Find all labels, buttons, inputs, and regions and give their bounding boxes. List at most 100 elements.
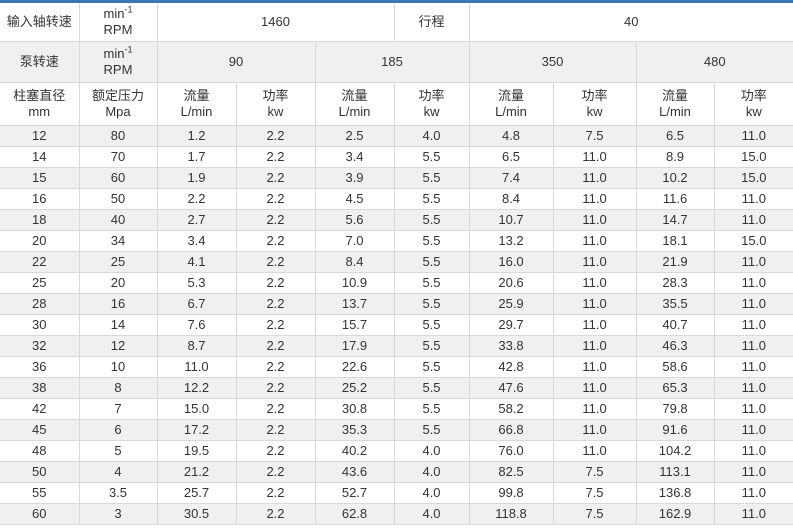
- header-power: 功率 kw: [393, 82, 470, 126]
- table-cell: 35.5: [635, 293, 715, 315]
- table-cell: 5.5: [393, 167, 470, 189]
- table-cell: 5.5: [393, 419, 470, 441]
- table-cell: 2.2: [235, 419, 316, 441]
- table-cell: 8.4: [314, 251, 395, 273]
- table-cell: 7.5: [552, 503, 637, 525]
- table-cell: 20: [78, 272, 158, 294]
- table-cell: 25: [78, 251, 158, 273]
- header-flow: 流量 L/min: [314, 82, 395, 126]
- table-cell: 11.0: [713, 398, 793, 420]
- table-cell: 11.0: [552, 377, 637, 399]
- table-cell: 25.2: [314, 377, 395, 399]
- header-flow: 流量 L/min: [156, 82, 237, 126]
- table-cell: 14: [0, 146, 80, 168]
- stroke-label: 行程: [393, 3, 470, 42]
- header-power: 功率 kw: [713, 82, 793, 126]
- table-cell: 30.8: [314, 398, 395, 420]
- pump-speed-label: 泵转速: [0, 41, 80, 83]
- table-cell: 7.5: [552, 482, 637, 504]
- table-cell: 48: [0, 440, 80, 462]
- table-cell: 40: [78, 209, 158, 231]
- table-cell: 3.4: [156, 230, 237, 252]
- table-body-rows: 12 80 1.2 2.2 2.5 4.0 4.8 7.5 6.5 11.0 14 70 1.7 2.2 3…: [0, 125, 793, 525]
- table-cell: 5.5: [393, 356, 470, 378]
- table-row: 36 10 11.0 2.2 22.6 5.5 42.8 11.0 58.6 11.0: [0, 356, 793, 378]
- table-cell: 15.7: [314, 314, 395, 336]
- table-cell: 2.2: [235, 461, 316, 483]
- table-cell: 16: [78, 293, 158, 315]
- table-cell: 4.0: [393, 503, 470, 525]
- unit-superscript: -1: [124, 4, 133, 15]
- table-cell: 2.2: [235, 188, 316, 210]
- pump-speed-value: 90: [156, 41, 316, 83]
- table-cell: 80: [78, 125, 158, 147]
- table-cell: 45: [0, 419, 80, 441]
- table-cell: 5.5: [393, 188, 470, 210]
- table-cell: 11.0: [552, 272, 637, 294]
- table-row: 32 12 8.7 2.2 17.9 5.5 33.8 11.0 46.3 11.0: [0, 335, 793, 357]
- table-cell: 1.2: [156, 125, 237, 147]
- table-cell: 3.9: [314, 167, 395, 189]
- table-cell: 2.2: [235, 230, 316, 252]
- table-cell: 5.5: [393, 398, 470, 420]
- table-cell: 11.0: [552, 230, 637, 252]
- pump-speed-value: 185: [314, 41, 470, 83]
- table-cell: 5.5: [393, 335, 470, 357]
- table-row: 14 70 1.7 2.2 3.4 5.5 6.5 11.0 8.9 15.0: [0, 146, 793, 168]
- table-cell: 4.8: [468, 125, 554, 147]
- table-row: 18 40 2.7 2.2 5.6 5.5 10.7 11.0 14.7 11.0: [0, 209, 793, 231]
- table-cell: 2.7: [156, 209, 237, 231]
- table-cell: 8: [78, 377, 158, 399]
- table-cell: 12: [0, 125, 80, 147]
- unit-line-2: RPM: [103, 62, 133, 77]
- table-cell: 11.0: [552, 146, 637, 168]
- table-cell: 11.0: [713, 461, 793, 483]
- table-cell: 40.2: [314, 440, 395, 462]
- table-cell: 11.0: [156, 356, 237, 378]
- table-cell: 17.2: [156, 419, 237, 441]
- table-cell: 10: [78, 356, 158, 378]
- table-cell: 11.0: [713, 209, 793, 231]
- table-cell: 79.8: [635, 398, 715, 420]
- table-cell: 55: [0, 482, 80, 504]
- table-cell: 11.0: [713, 503, 793, 525]
- table-cell: 42.8: [468, 356, 554, 378]
- table-cell: 11.0: [713, 419, 793, 441]
- table-cell: 7.5: [552, 461, 637, 483]
- table-cell: 17.9: [314, 335, 395, 357]
- table-cell: 36: [0, 356, 80, 378]
- table-cell: 28: [0, 293, 80, 315]
- table-cell: 19.5: [156, 440, 237, 462]
- table-cell: 5.3: [156, 272, 237, 294]
- table-cell: 11.0: [713, 440, 793, 462]
- unit-superscript: -1: [124, 44, 133, 55]
- table-cell: 5.5: [393, 377, 470, 399]
- table-cell: 1.9: [156, 167, 237, 189]
- table-row: 60 3 30.5 2.2 62.8 4.0 118.8 7.5 162.9 11.0: [0, 503, 793, 525]
- unit-line-1: min-1: [103, 4, 133, 21]
- table-cell: 2.2: [235, 356, 316, 378]
- table-cell: 25.9: [468, 293, 554, 315]
- table-cell: 11.0: [552, 209, 637, 231]
- table-row: 50 4 21.2 2.2 43.6 4.0 82.5 7.5 113.1 11.0: [0, 461, 793, 483]
- table-cell: 22.6: [314, 356, 395, 378]
- input-shaft-speed-value: 1460: [156, 3, 395, 42]
- table-cell: 16.0: [468, 251, 554, 273]
- table-cell: 66.8: [468, 419, 554, 441]
- table-cell: 10.7: [468, 209, 554, 231]
- table-cell: 14: [78, 314, 158, 336]
- table-cell: 62.8: [314, 503, 395, 525]
- table-cell: 4.0: [393, 440, 470, 462]
- table-cell: 38: [0, 377, 80, 399]
- table-cell: 15.0: [156, 398, 237, 420]
- table-cell: 35.3: [314, 419, 395, 441]
- table-cell: 25.7: [156, 482, 237, 504]
- table-cell: 4.5: [314, 188, 395, 210]
- table-cell: 14.7: [635, 209, 715, 231]
- table-cell: 47.6: [468, 377, 554, 399]
- table-cell: 18.1: [635, 230, 715, 252]
- table-cell: 2.2: [235, 209, 316, 231]
- table-cell: 4: [78, 461, 158, 483]
- table-cell: 15: [0, 167, 80, 189]
- table-cell: 32: [0, 335, 80, 357]
